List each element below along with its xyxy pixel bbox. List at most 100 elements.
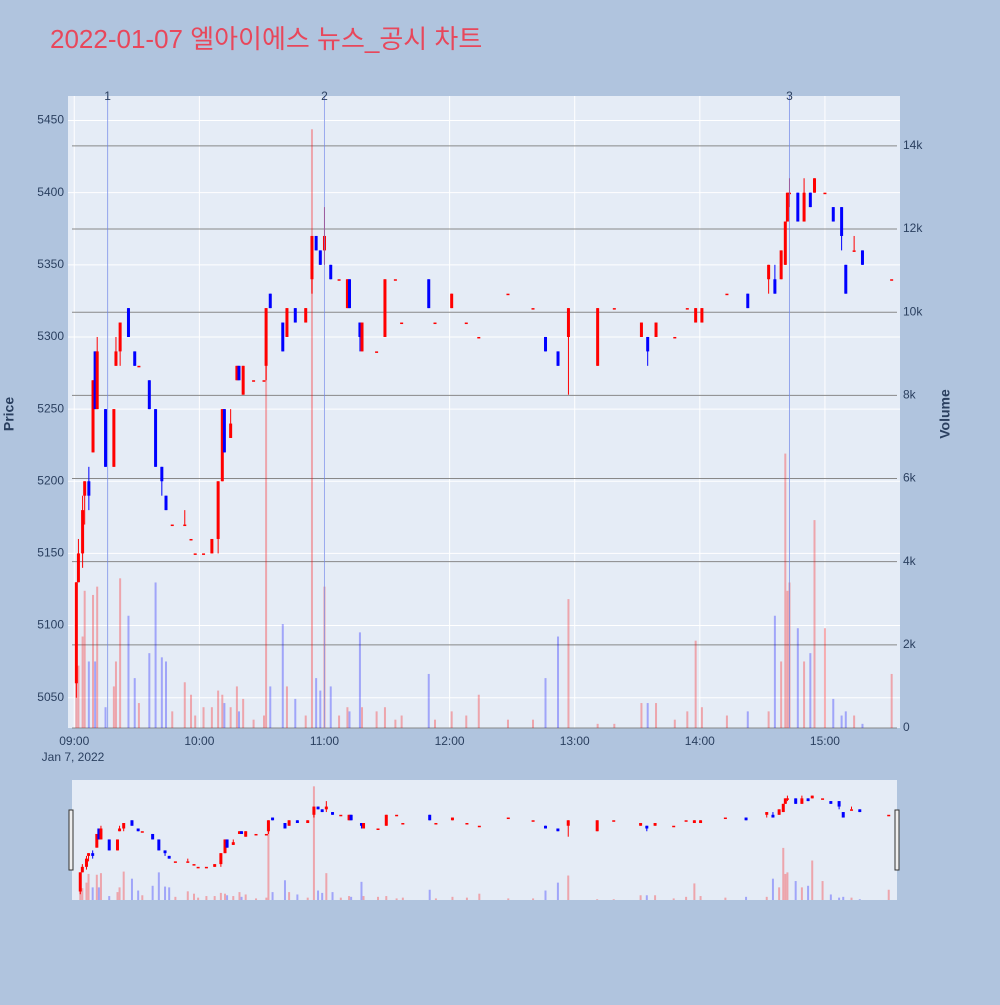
volume-bar [242, 698, 245, 728]
candle-body [95, 833, 99, 848]
candle-body [91, 853, 95, 856]
candle-body [164, 495, 168, 511]
volume-bar [700, 707, 703, 728]
candle-body [345, 279, 349, 309]
volume-bar [133, 678, 136, 728]
volume-bar [613, 723, 616, 728]
candle-body [506, 817, 510, 820]
volume-bar [646, 703, 649, 728]
candle-body [796, 192, 800, 222]
volume-bar [154, 582, 157, 728]
x-tick-label: 15:00 [810, 734, 840, 748]
candle-body [151, 833, 155, 840]
volume-bar [306, 897, 309, 900]
candle-body [268, 293, 272, 309]
candle-body [112, 409, 116, 467]
volume-bar [137, 703, 140, 728]
candle-body [93, 351, 97, 410]
range-handle[interactable] [894, 809, 900, 871]
volume-bar [168, 887, 171, 900]
y2-tick-label: 14k [903, 138, 923, 152]
candle-body [645, 825, 649, 829]
candle-body [78, 872, 82, 892]
candle-body [306, 820, 310, 824]
candle-body [91, 380, 95, 453]
volume-bar [358, 632, 361, 728]
volume-bar [782, 847, 785, 900]
volume-bar [699, 896, 702, 900]
volume-bar [556, 882, 559, 900]
volume-bar [821, 881, 824, 900]
candle-body [783, 798, 787, 804]
candle-body [140, 831, 144, 833]
candle-body [646, 336, 650, 352]
volume-bar [844, 711, 847, 728]
candle-body [744, 817, 748, 821]
candle-body [222, 409, 226, 453]
candle-body [383, 279, 387, 337]
volume-bar [654, 895, 657, 900]
volume-bar [796, 628, 799, 728]
volume-bar [596, 723, 599, 728]
candle-body [725, 293, 729, 296]
volume-bar [244, 894, 247, 900]
volume-bar [171, 711, 174, 728]
range-slider[interactable] [72, 780, 897, 900]
volume-bar [97, 887, 100, 900]
candle-body [813, 178, 817, 193]
volume-bar [557, 636, 560, 728]
volume-bar [544, 890, 547, 900]
candle-body [83, 481, 87, 496]
volume-bar [91, 887, 94, 900]
candle-body [773, 279, 777, 294]
candle-body [312, 806, 316, 815]
volume-bar [887, 889, 890, 900]
volume-bar [238, 892, 241, 900]
volume-bar [141, 895, 144, 900]
candle-body [401, 823, 405, 825]
volume-bar [329, 686, 332, 728]
annotation-label: 1 [104, 89, 111, 103]
plot-area [68, 96, 900, 728]
candle-body [700, 308, 704, 323]
volume-bar [428, 889, 431, 900]
candle-body [692, 820, 696, 824]
volume-bar [784, 873, 787, 900]
volume-bar [465, 897, 468, 900]
candle-body [133, 351, 137, 366]
candle-body [339, 814, 343, 817]
candle-body [240, 831, 244, 834]
x-tick-label: 12:00 [435, 734, 465, 748]
volume-bar [87, 873, 90, 900]
candle-body [104, 409, 108, 467]
range-handle[interactable] [68, 809, 74, 871]
volume-bar [269, 686, 272, 728]
candle-body [254, 833, 258, 836]
volume-bar [434, 898, 437, 900]
volume-bar [842, 896, 845, 900]
candle-body [154, 409, 158, 467]
candle-body [781, 803, 785, 813]
candle-body [672, 825, 676, 828]
volume-bar [304, 715, 307, 728]
candle-body [464, 322, 468, 325]
candle-body [320, 809, 324, 813]
candle-body [210, 538, 214, 554]
volume-bar [400, 715, 403, 728]
candle-body [723, 817, 727, 820]
candle-body [293, 308, 297, 323]
candle-body [850, 809, 854, 811]
candle-body [170, 524, 174, 527]
y2-tick-label: 8k [903, 388, 917, 402]
candle-body [362, 823, 366, 829]
volume-bar [130, 878, 133, 900]
candle-body [114, 351, 118, 366]
volume-bar [377, 896, 380, 900]
candle-body [673, 336, 677, 339]
volume-bar [360, 881, 363, 900]
x-tick-label: 14:00 [685, 734, 715, 748]
volume-bar [850, 897, 853, 900]
candle-body [130, 820, 134, 826]
candle-body [450, 293, 454, 309]
